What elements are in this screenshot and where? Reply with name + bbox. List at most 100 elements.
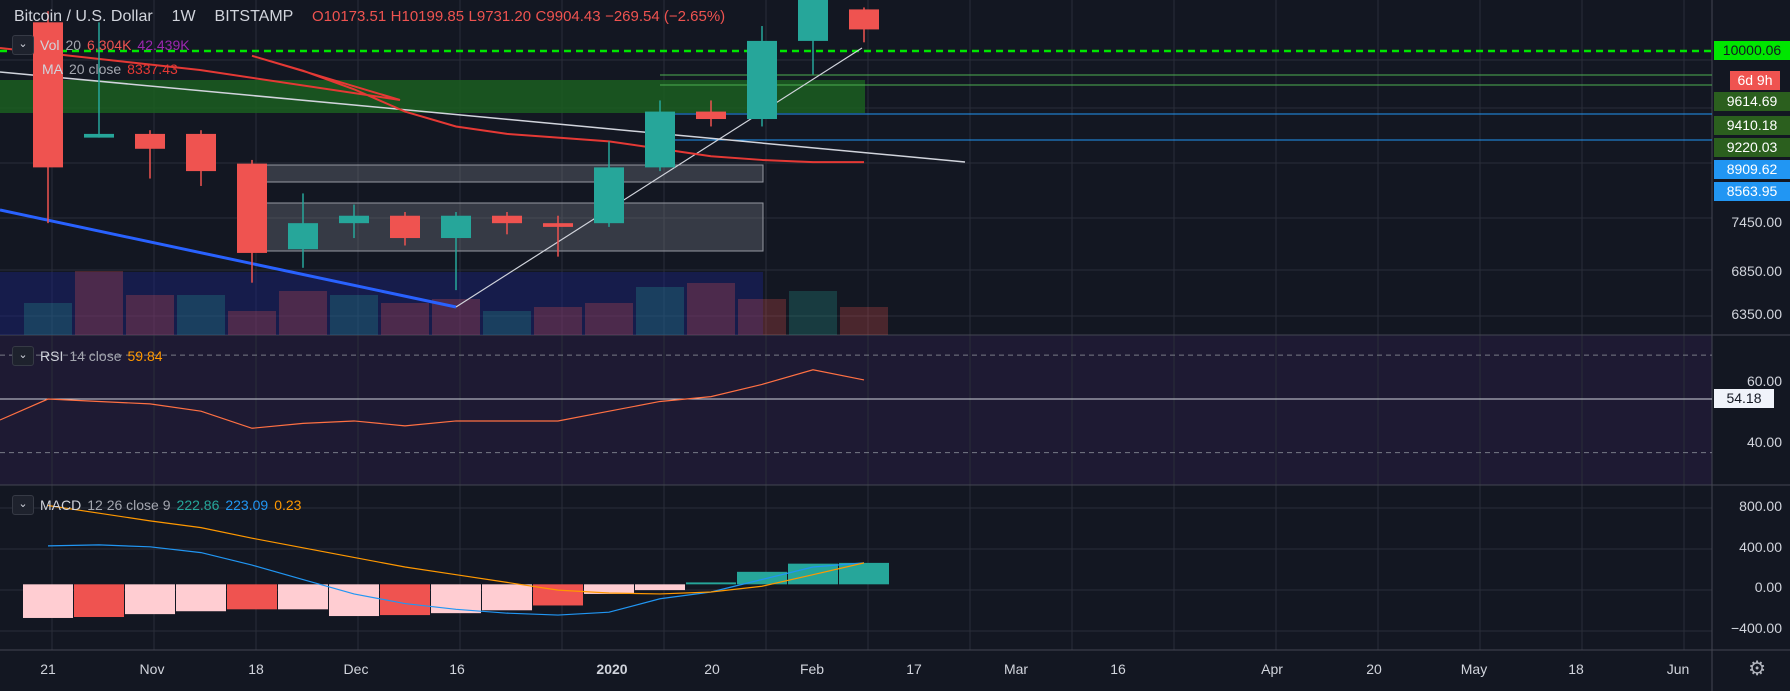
macd-histogram-bar (839, 562, 889, 585)
price-tag-level[interactable]: 9410.18 (1714, 116, 1790, 135)
price-tag-level[interactable]: 9220.03 (1714, 138, 1790, 157)
rsi-value-tag: 54.18 (1714, 389, 1774, 408)
price-tag-hline[interactable]: 10000.06 (1714, 41, 1790, 60)
consolidation-zone (254, 164, 764, 183)
time-axis-label: 16 (1110, 661, 1126, 677)
legend-macd[interactable]: ⌄ MACD 12 26 close 9 222.86 223.09 0.23 (12, 495, 301, 515)
price-tag-level[interactable]: 8909.62 (1714, 160, 1790, 179)
time-axis-label: 18 (248, 661, 264, 677)
rsi-axis-label: 40.00 (1746, 434, 1782, 450)
time-axis-label: 16 (449, 661, 465, 677)
ohlc-high: H10199.85 (390, 8, 465, 25)
time-axis-label: Feb (799, 661, 825, 677)
candle-body (543, 223, 573, 227)
time-axis-label: 17 (906, 661, 922, 677)
volume-bar (228, 311, 276, 335)
settings-gear-icon[interactable]: ⚙ (1748, 658, 1766, 680)
time-axis-label: Nov (139, 661, 165, 677)
volume-bar (636, 287, 684, 335)
macd-histogram-bar (431, 584, 481, 614)
candle-body (441, 215, 471, 239)
price-axis-label: 7450.00 (1731, 214, 1782, 230)
volume-bar (177, 295, 225, 335)
volume-bar (75, 271, 123, 335)
macd-histogram-bar (635, 584, 685, 591)
collapse-chevron-icon[interactable]: ⌄ (12, 346, 34, 366)
price-tag-level[interactable]: 9614.69 (1714, 92, 1790, 111)
time-axis-label: May (1460, 661, 1488, 677)
ohlc-open: O10173.51 (311, 8, 387, 25)
legend-volume[interactable]: ⌄ Vol 20 6.304K 42.439K (12, 35, 190, 55)
consolidation-zone (254, 202, 764, 252)
macd-line (47, 544, 865, 616)
legend-ma[interactable]: MA 20 close 8337.43 (42, 61, 178, 77)
macd-histogram-bar (74, 584, 124, 618)
macd-name: MACD (40, 497, 82, 513)
volume-bar (585, 303, 633, 335)
rsi-axis-label: 60.00 (1746, 373, 1782, 389)
macd-param: 12 26 close 9 (87, 497, 171, 513)
macd-histogram-bar (278, 584, 328, 610)
collapse-chevron-icon[interactable]: ⌄ (12, 495, 34, 515)
candle-body (390, 215, 420, 239)
candle-body (645, 111, 675, 168)
price-tag-level[interactable]: 8563.95 (1714, 182, 1790, 201)
time-axis-label: Mar (1003, 661, 1029, 677)
macd-histogram-bar (23, 584, 73, 618)
candle-body (594, 167, 624, 224)
volume-bar (789, 291, 837, 335)
volume-bar (330, 295, 378, 335)
candle-body (339, 215, 369, 224)
rsi-param: 14 close (69, 348, 122, 364)
candle-body (696, 111, 726, 120)
ohlc-change: −269.54 (−2.65%) (605, 8, 726, 25)
interval-label[interactable]: 1W (171, 8, 196, 25)
time-axis-label: Jun (1666, 661, 1690, 677)
vol-value-2: 42.439K (137, 37, 190, 53)
volume-bar (279, 291, 327, 335)
vol-param: 20 (65, 37, 82, 53)
time-axis-label: 18 (1568, 661, 1584, 677)
price-axis-label: 6850.00 (1731, 263, 1782, 279)
symbol-header: Bitcoin / U.S. Dollar 1W BITSTAMP O10173… (14, 8, 725, 26)
volume-bar (381, 303, 429, 335)
macd-histogram-bar (482, 584, 532, 611)
uptrend-line (455, 47, 863, 308)
candle-body (288, 223, 318, 250)
vol-value-1: 6.304K (87, 37, 132, 53)
macd-histogram-bar (686, 582, 736, 585)
volume-bar (840, 307, 888, 335)
downtrend-line (0, 208, 457, 309)
ma-line (0, 47, 864, 164)
bar-countdown-tag: 6d 9h (1730, 71, 1780, 90)
macd-histogram-bar (380, 584, 430, 616)
candle-body (237, 163, 267, 253)
time-axis-label: 20 (704, 661, 720, 677)
macd-histogram-bar (584, 584, 634, 594)
macd-axis-label: 0.00 (1754, 579, 1782, 595)
signal-line (47, 504, 865, 595)
macd-histogram-bar (737, 571, 787, 585)
ma-value: 8337.43 (127, 61, 178, 77)
symbol-name[interactable]: Bitcoin / U.S. Dollar (14, 8, 153, 25)
macd-axis-label: 400.00 (1739, 539, 1782, 555)
macd-axis-label: −400.00 (1731, 620, 1782, 636)
macd-axis-label: 800.00 (1739, 498, 1782, 514)
candle-body (492, 215, 522, 224)
candle-body (186, 133, 216, 172)
macd-histogram-bar (788, 563, 838, 585)
ohlc-low: L9731.20 (468, 8, 532, 25)
rsi-line (0, 369, 865, 429)
ohlc-close: C9904.43 (535, 8, 601, 25)
volume-zone (0, 272, 763, 335)
candle-body (135, 133, 165, 149)
time-axis-label: Dec (343, 661, 369, 677)
macd-value-2: 223.09 (225, 497, 269, 513)
macd-histogram-bar (125, 584, 175, 615)
time-axis-label: 20 (1366, 661, 1382, 677)
legend-rsi[interactable]: ⌄ RSI 14 close 59.84 (12, 346, 163, 366)
rsi-background (0, 335, 1712, 485)
collapse-chevron-icon[interactable]: ⌄ (12, 35, 34, 55)
time-axis-label: Apr (1261, 661, 1283, 677)
